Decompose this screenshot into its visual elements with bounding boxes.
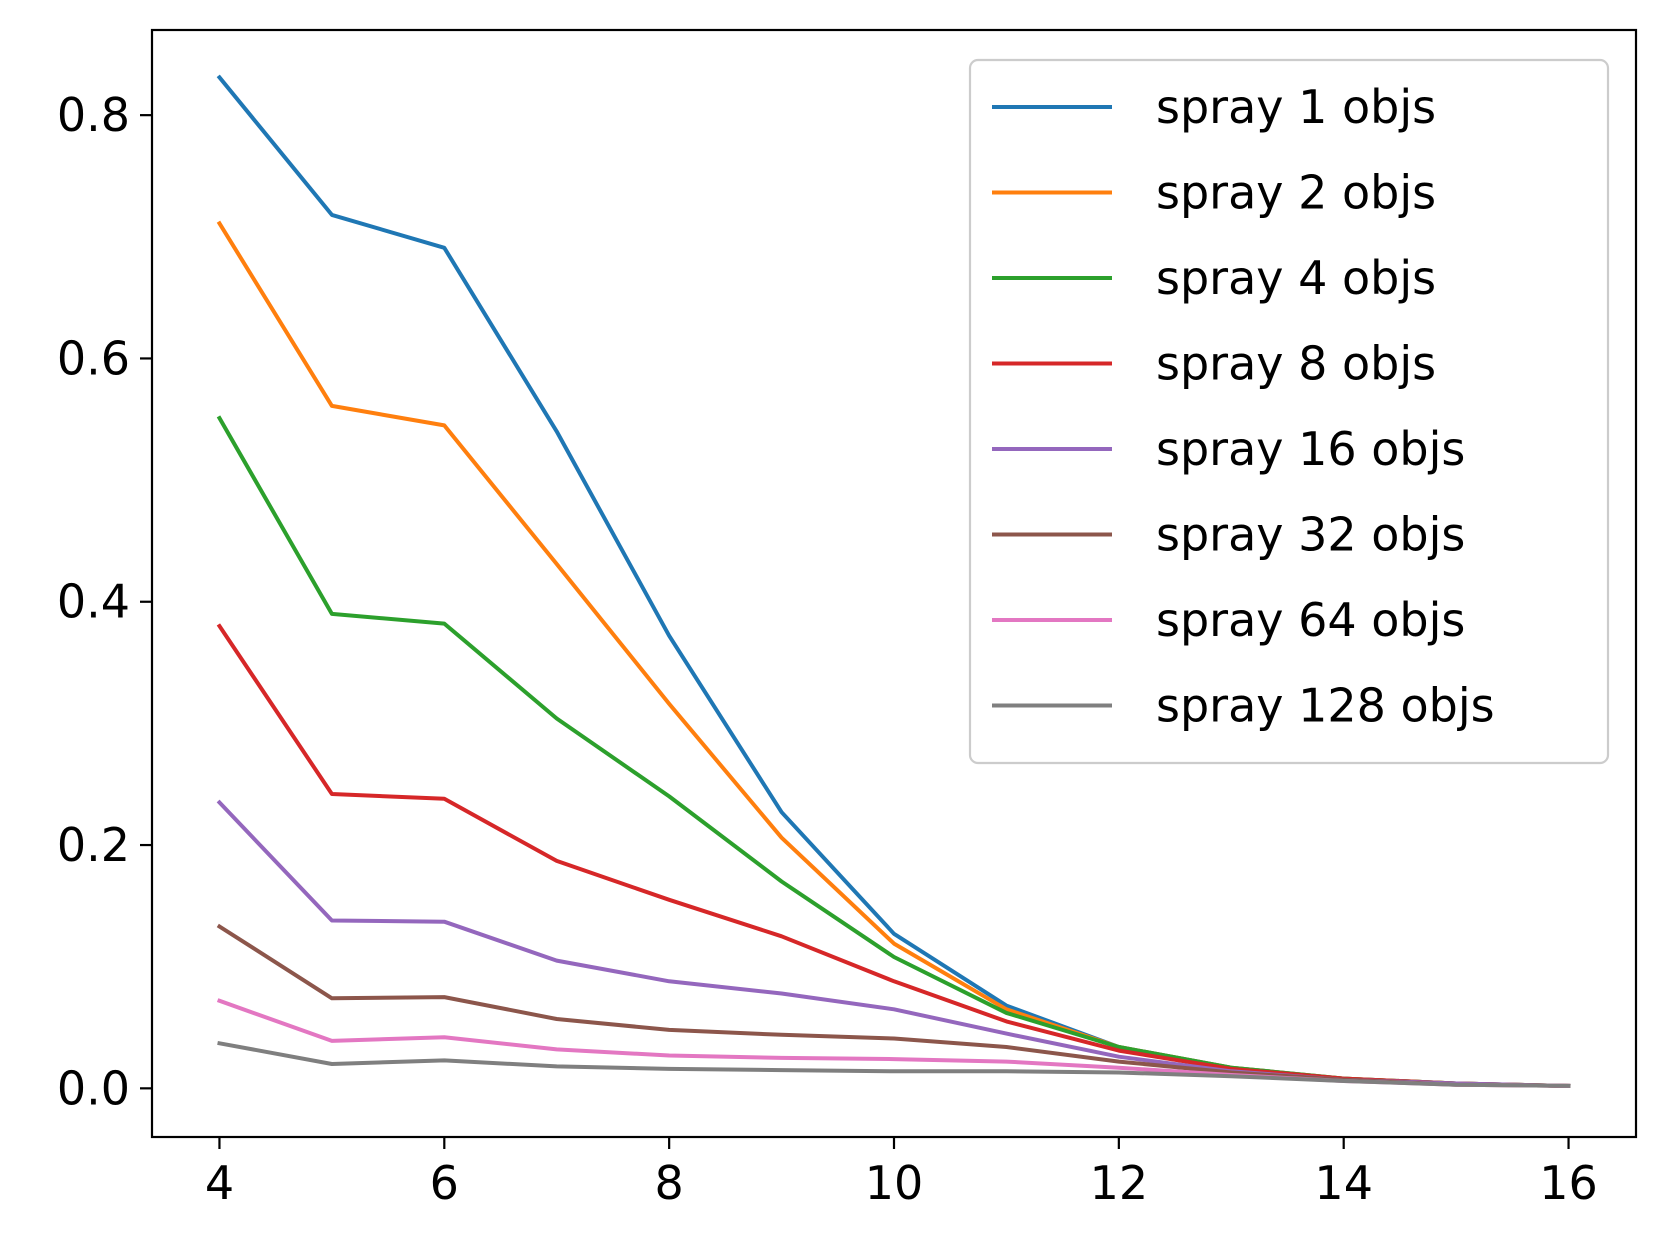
legend: spray 1 objs spray 2 objs spray 4 objs spra… — [968, 58, 1610, 765]
legend-label-1: spray 1 objs — [1156, 80, 1436, 134]
y-tick-label: 0.8 — [57, 88, 130, 142]
x-tick-label: 4 — [205, 1156, 234, 1210]
y-axis: 0.0 0.2 0.4 0.6 0.8 — [57, 88, 152, 1115]
legend-label-3: spray 4 objs — [1156, 251, 1436, 305]
legend-label-8: spray 128 objs — [1156, 679, 1495, 733]
x-axis: 4 6 8 10 12 14 16 — [205, 1137, 1598, 1210]
x-tick-label: 16 — [1539, 1156, 1598, 1210]
legend-label-7: spray 64 objs — [1156, 593, 1465, 647]
legend-label-4: spray 8 objs — [1156, 337, 1436, 391]
y-tick-label: 0.2 — [57, 818, 130, 872]
x-tick-label: 12 — [1090, 1156, 1149, 1210]
series-line-8 — [217, 1040, 1571, 1088]
series-layer — [216, 74, 1571, 1088]
legend-label-6: spray 32 objs — [1156, 508, 1465, 562]
legend-label-2: spray 2 objs — [1156, 166, 1436, 220]
y-tick-label: 0.4 — [57, 575, 130, 629]
y-tick-label: 0.6 — [57, 331, 130, 385]
x-tick-label: 14 — [1314, 1156, 1373, 1210]
legend-label-5: spray 16 objs — [1156, 422, 1465, 476]
legend-box — [968, 58, 1610, 765]
x-tick-label: 10 — [865, 1156, 924, 1210]
x-tick-label: 6 — [430, 1156, 459, 1210]
y-tick-label: 0.0 — [57, 1061, 130, 1115]
x-tick-label: 8 — [655, 1156, 684, 1210]
